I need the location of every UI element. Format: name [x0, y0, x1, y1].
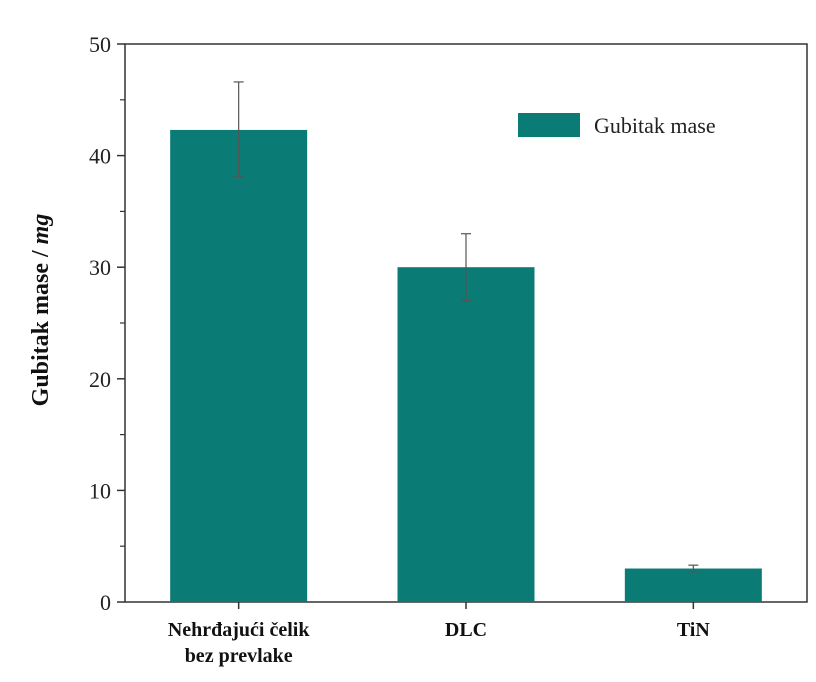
error-bars-group	[233, 81, 699, 573]
y-tick-label: 30	[89, 255, 111, 280]
y-axis-label-text: Gubitak mase /	[28, 244, 54, 406]
x-tick-label: Nehrđajući čelik bez prevlake	[168, 619, 311, 667]
y-tick-label: 20	[89, 367, 111, 392]
legend: Gubitak mase	[518, 113, 716, 138]
legend-label: Gubitak mase	[594, 113, 716, 138]
bars-group	[170, 129, 762, 602]
bar	[170, 129, 308, 602]
x-tick-label: TiN	[677, 619, 711, 641]
y-axis-label-unit: mg	[28, 214, 54, 245]
x-axis-labels: Nehrđajući čelik bez prevlake DLC TiN	[168, 602, 711, 667]
y-tick-label: 10	[89, 478, 111, 503]
y-axis-label: Gubitak mase / mg	[28, 214, 54, 407]
x-tick-label-line: bez prevlake	[185, 645, 293, 667]
x-tick-label-line: Nehrđajući čelik	[168, 619, 311, 641]
x-tick-label: DLC	[445, 619, 487, 641]
y-axis-ticks: 0 10 20 30 40 50	[89, 32, 125, 615]
y-tick-label: 50	[89, 32, 111, 57]
bar	[397, 267, 535, 602]
legend-swatch	[518, 113, 580, 137]
y-tick-label: 40	[89, 144, 111, 169]
x-tick-label-line: TiN	[677, 619, 711, 641]
x-tick-label-line: DLC	[445, 619, 487, 641]
bar	[624, 568, 762, 602]
y-tick-label: 0	[100, 590, 111, 615]
